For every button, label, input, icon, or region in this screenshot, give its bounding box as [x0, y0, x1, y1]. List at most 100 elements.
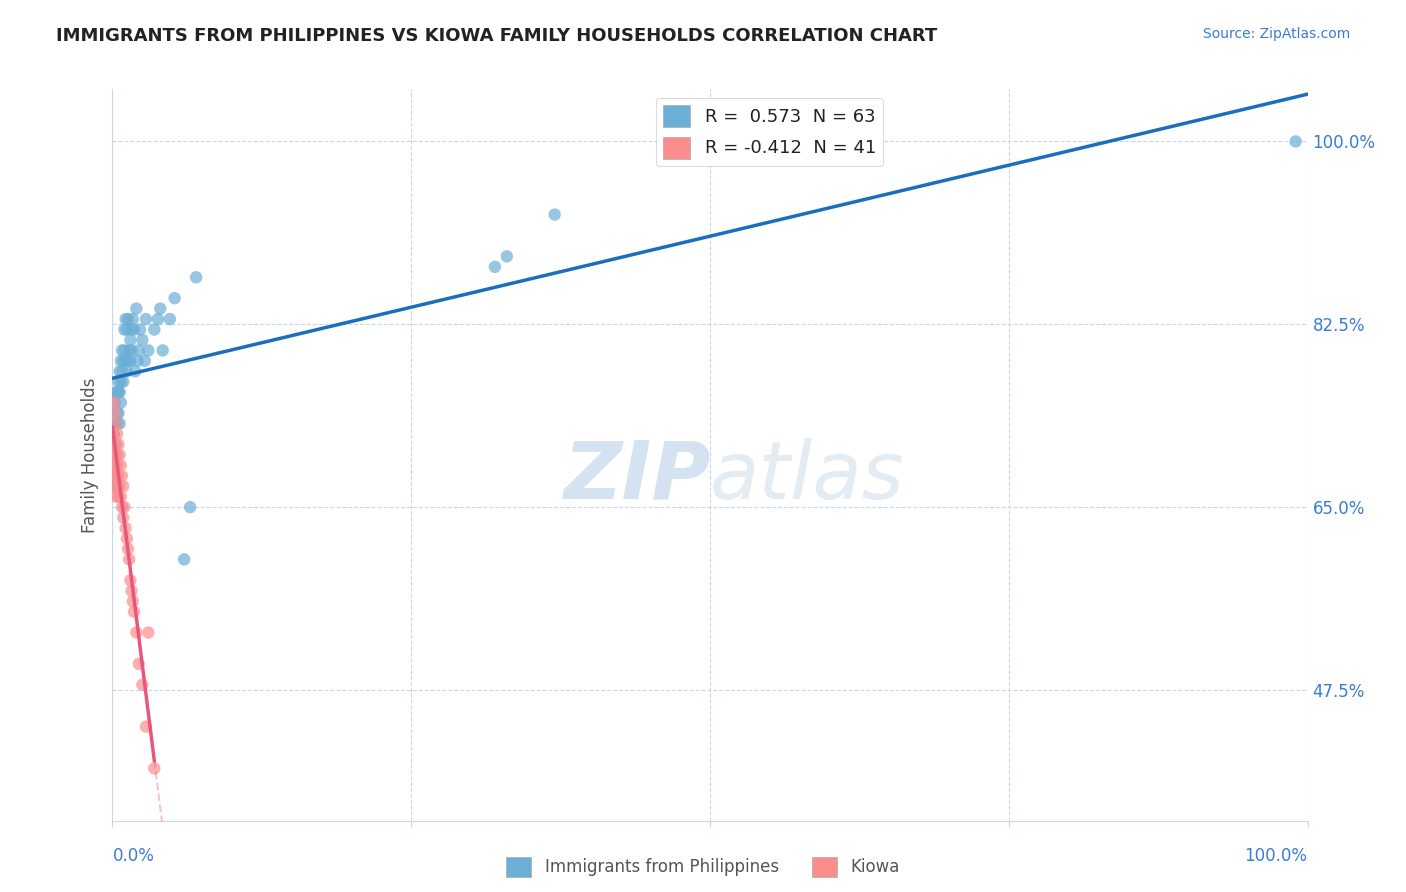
Point	[122, 322, 145, 336]
Point	[124, 364, 146, 378]
Point	[105, 490, 128, 504]
Point	[146, 312, 169, 326]
Point	[108, 448, 131, 462]
Point	[117, 541, 139, 556]
Point	[163, 291, 186, 305]
Point	[114, 354, 136, 368]
Point	[110, 395, 132, 409]
Point	[107, 385, 129, 400]
Point	[125, 625, 148, 640]
Point	[103, 427, 125, 442]
Point	[117, 354, 139, 368]
Point	[104, 417, 127, 431]
Point	[143, 761, 166, 775]
Point	[135, 312, 157, 326]
Point	[110, 458, 132, 473]
Point	[543, 208, 565, 222]
Point	[120, 574, 142, 588]
Point	[131, 678, 153, 692]
Point	[103, 458, 125, 473]
Point	[1285, 135, 1308, 149]
Point	[105, 448, 128, 462]
Point	[105, 468, 128, 483]
Point	[135, 720, 157, 734]
Point	[114, 500, 135, 515]
Point	[108, 364, 131, 378]
Point	[114, 343, 135, 358]
Point	[103, 395, 125, 409]
Point	[107, 468, 129, 483]
Point	[129, 322, 152, 336]
Point	[127, 354, 149, 368]
Point	[104, 406, 127, 420]
Point	[111, 468, 134, 483]
Point	[152, 343, 174, 358]
Point	[112, 479, 135, 493]
Point	[105, 437, 128, 451]
Point	[484, 260, 506, 274]
Point	[159, 312, 181, 326]
Point	[110, 490, 132, 504]
Point	[118, 343, 141, 358]
Point	[107, 490, 129, 504]
Point	[105, 479, 128, 493]
Point	[149, 301, 172, 316]
Point	[108, 417, 131, 431]
Point	[107, 406, 129, 420]
Legend: Immigrants from Philippines, Kiowa: Immigrants from Philippines, Kiowa	[499, 850, 907, 884]
Point	[107, 375, 129, 389]
Point	[105, 385, 128, 400]
Point	[121, 312, 143, 326]
Point	[112, 510, 135, 524]
Point	[112, 375, 135, 389]
Point	[111, 364, 134, 378]
Point	[105, 417, 128, 431]
Point	[104, 437, 127, 451]
Point	[131, 333, 153, 347]
Text: Source: ZipAtlas.com: Source: ZipAtlas.com	[1202, 27, 1350, 41]
Point	[104, 458, 127, 473]
Text: 100.0%: 100.0%	[1244, 847, 1308, 864]
Point	[105, 417, 128, 431]
Point	[134, 354, 156, 368]
Point	[107, 437, 129, 451]
Point	[114, 312, 136, 326]
Point	[105, 417, 128, 431]
Point	[121, 594, 143, 608]
Point	[112, 354, 135, 368]
Point	[111, 500, 134, 515]
Point	[138, 343, 160, 358]
Point	[108, 479, 131, 493]
Point	[103, 427, 125, 442]
Point	[114, 322, 135, 336]
Point	[121, 343, 143, 358]
Point	[104, 395, 127, 409]
Point	[110, 354, 132, 368]
Point	[108, 385, 131, 400]
Point	[114, 521, 136, 535]
Point	[105, 458, 128, 473]
Point	[105, 448, 128, 462]
Point	[122, 605, 145, 619]
Text: atlas: atlas	[710, 438, 905, 516]
Point	[173, 552, 195, 566]
Point	[121, 322, 143, 336]
Point	[179, 500, 201, 515]
Point	[120, 333, 142, 347]
Point	[117, 312, 139, 326]
Y-axis label: Family Households: Family Households	[80, 377, 98, 533]
Point	[120, 354, 142, 368]
Point	[105, 406, 128, 420]
Point	[143, 322, 166, 336]
Legend: R =  0.573  N = 63, R = -0.412  N = 41: R = 0.573 N = 63, R = -0.412 N = 41	[657, 98, 883, 166]
Point	[105, 385, 128, 400]
Point	[104, 479, 127, 493]
Text: 0.0%: 0.0%	[112, 847, 155, 864]
Point	[496, 249, 519, 263]
Text: ZIP: ZIP	[562, 438, 710, 516]
Point	[118, 552, 141, 566]
Point	[138, 625, 160, 640]
Point	[103, 468, 125, 483]
Point	[111, 343, 134, 358]
Point	[115, 532, 138, 546]
